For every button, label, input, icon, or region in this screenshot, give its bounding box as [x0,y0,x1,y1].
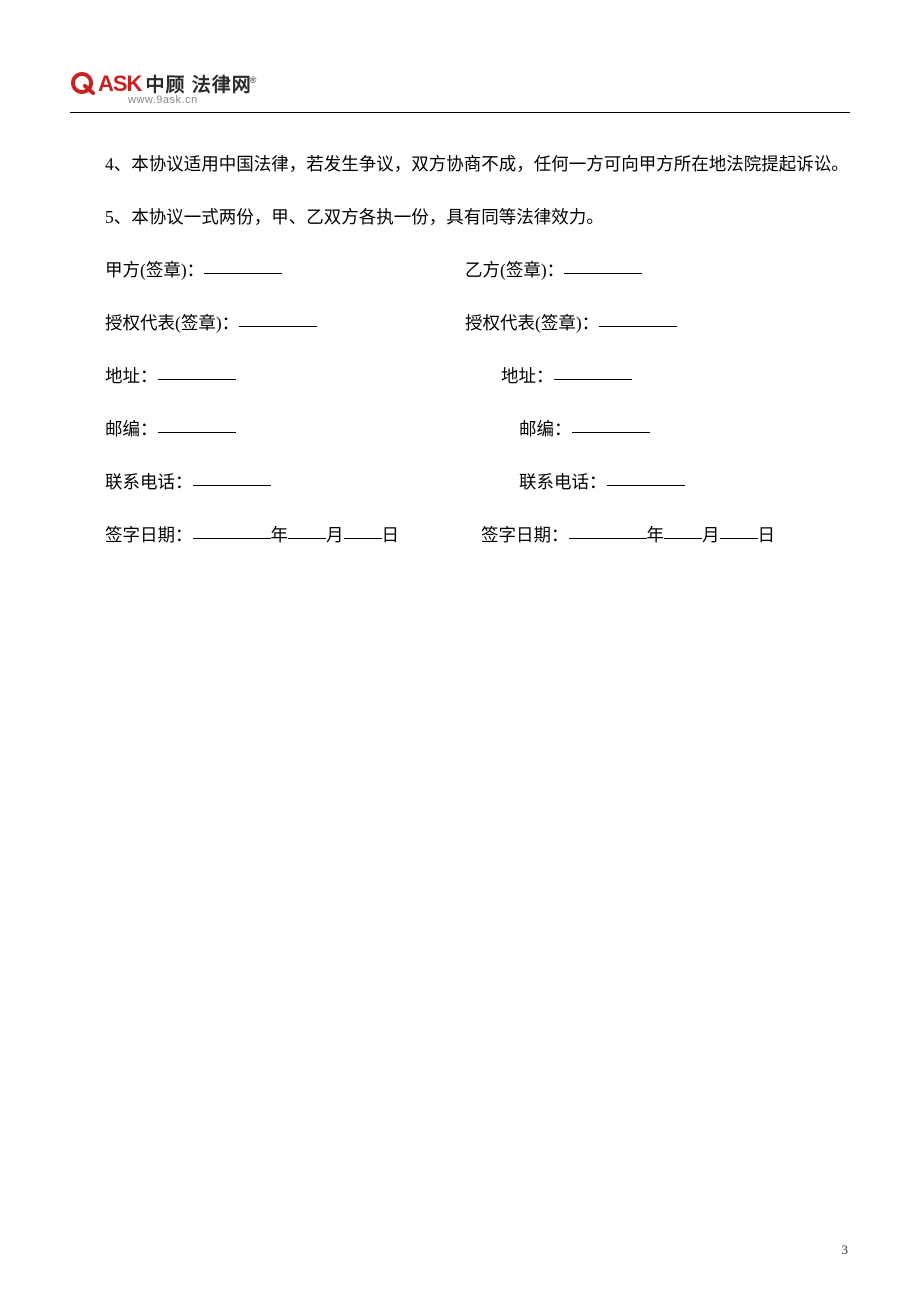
party-a-seal: 甲方(签章)： [105,253,455,288]
paragraph-4: 4、本协议适用中国法律，若发生争议，双方协商不成，任何一方可向甲方所在地法院提起… [70,147,850,182]
page-number: 3 [842,1242,849,1258]
rep-b-seal-label: 授权代表(签章)： [465,313,599,333]
date-b-day-blank [720,522,758,540]
postcode-b: 邮编： [519,412,650,447]
logo-registered-icon: ® [250,75,258,85]
document-page: ASK 中顾 法律网® www.9ask.cn 4、本协议适用中国法律，若发生争… [0,0,920,611]
party-a-seal-blank [204,257,282,275]
date-a-year: 年 [271,525,289,545]
postcode-a-label: 邮编： [105,419,158,439]
logo-ask-text: ASK [98,71,141,97]
postcode-a: 邮编： [105,412,455,447]
date-b-day: 日 [758,525,776,545]
rep-a-seal-blank [239,310,317,328]
address-b: 地址： [501,359,632,394]
phone-b-label: 联系电话： [519,472,607,492]
phone-row: 联系电话： 联系电话： [70,465,850,500]
rep-seal-row: 授权代表(签章)： 授权代表(签章)： [70,306,850,341]
header-divider [70,112,850,113]
date-row: 签字日期： 年 月 日 签字日期： 年 月 日 [70,518,850,553]
phone-a-label: 联系电话： [105,472,193,492]
date-a: 签字日期： 年 月 日 [105,518,485,553]
address-a-label: 地址： [105,366,158,386]
address-a: 地址： [105,359,455,394]
date-b-label: 签字日期： [481,525,569,545]
rep-b-seal-blank [599,310,677,328]
address-b-blank [554,363,632,381]
party-b-seal-blank [564,257,642,275]
logo-cn-label: 中顾 法律网 [145,75,251,96]
address-a-blank [158,363,236,381]
address-row: 地址： 地址： [70,359,850,394]
date-a-label: 签字日期： [105,525,193,545]
phone-a-blank [193,469,271,487]
rep-a-seal: 授权代表(签章)： [105,306,455,341]
document-body: 4、本协议适用中国法律，若发生争议，双方协商不成，任何一方可向甲方所在地法院提起… [70,147,850,553]
phone-b: 联系电话： [519,465,685,500]
logo: ASK 中顾 法律网® [70,70,850,97]
date-b-month: 月 [702,525,720,545]
rep-a-seal-label: 授权代表(签章)： [105,313,239,333]
party-b-seal-label: 乙方(签章)： [465,260,564,280]
date-a-year-blank [193,522,271,540]
party-b-seal: 乙方(签章)： [465,253,642,288]
date-b-month-blank [664,522,702,540]
date-a-day: 日 [382,525,400,545]
postcode-b-label: 邮编： [519,419,572,439]
date-b: 签字日期： 年 月 日 [481,518,775,553]
paragraph-5: 5、本协议一式两份，甲、乙双方各执一份，具有同等法律效力。 [70,200,850,235]
postcode-b-blank [572,416,650,434]
logo-q-icon [70,71,96,97]
rep-b-seal: 授权代表(签章)： [465,306,677,341]
address-b-label: 地址： [501,366,554,386]
postcode-a-blank [158,416,236,434]
party-a-seal-label: 甲方(签章)： [105,260,204,280]
date-a-day-blank [344,522,382,540]
date-b-year: 年 [647,525,665,545]
date-b-year-blank [569,522,647,540]
date-a-month: 月 [326,525,344,545]
logo-cn-text: 中顾 法律网® [145,70,259,97]
date-a-month-blank [288,522,326,540]
party-seal-row: 甲方(签章)： 乙方(签章)： [70,253,850,288]
phone-b-blank [607,469,685,487]
phone-a: 联系电话： [105,465,455,500]
postcode-row: 邮编： 邮编： [70,412,850,447]
page-header: ASK 中顾 法律网® www.9ask.cn [70,70,850,121]
